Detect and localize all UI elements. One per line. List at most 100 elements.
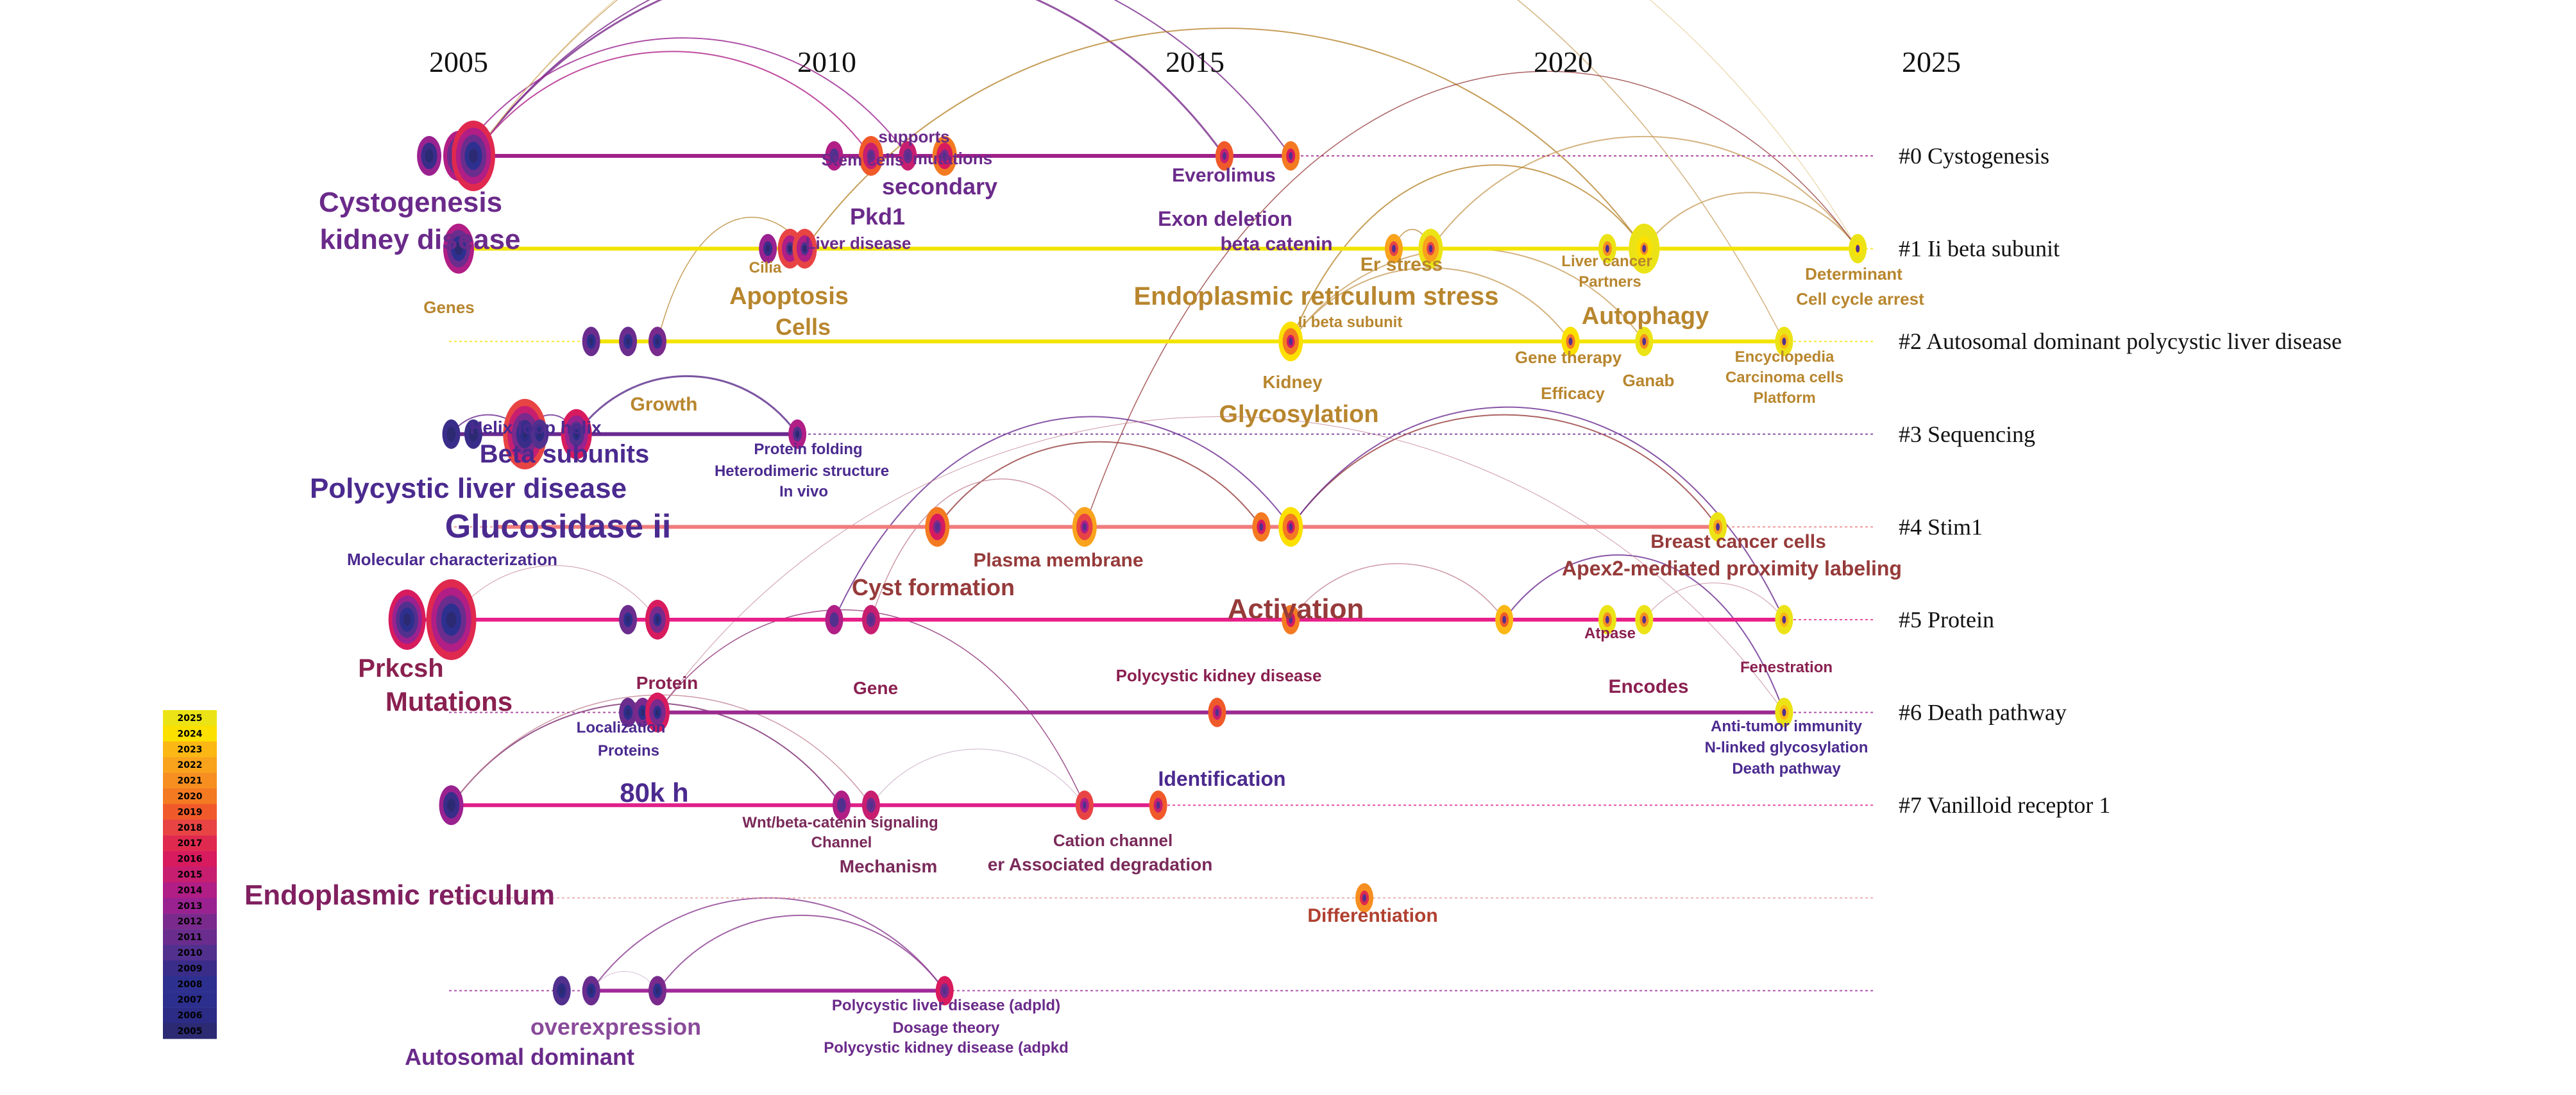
link-arc	[451, 565, 658, 620]
keyword-node[interactable]	[792, 228, 817, 269]
node-center	[1856, 244, 1860, 253]
link-arc	[870, 479, 1085, 620]
keyword-node[interactable]	[1208, 697, 1226, 727]
keyword-label: Growth	[631, 394, 698, 415]
keyword-node[interactable]	[932, 136, 957, 176]
keyword-node[interactable]	[1282, 605, 1300, 634]
cluster-label: #0 Cystogenesis	[1899, 143, 2049, 169]
keyword-node[interactable]	[1635, 327, 1654, 357]
keyword-node[interactable]	[648, 976, 666, 1006]
keyword-node[interactable]	[451, 121, 495, 191]
keyword-node[interactable]	[1495, 605, 1514, 634]
year-tick-label: 2005	[429, 46, 488, 78]
keyword-node[interactable]	[825, 605, 843, 634]
link-arc	[936, 441, 1262, 527]
keyword-node[interactable]	[442, 419, 461, 449]
keyword-node[interactable]	[417, 136, 442, 176]
keyword-node[interactable]	[861, 790, 880, 820]
keyword-label: Polycystic kidney disease	[1116, 666, 1322, 685]
keyword-node[interactable]	[788, 419, 807, 449]
keyword-node[interactable]	[1635, 605, 1654, 634]
year-tick-label: 2020	[1534, 46, 1593, 78]
keyword-node[interactable]	[561, 409, 592, 459]
keyword-label: Localization	[577, 719, 666, 736]
keyword-label: Protein	[636, 673, 698, 693]
keyword-label: Pkd1	[850, 203, 905, 230]
keyword-node[interactable]	[1775, 327, 1793, 357]
keyword-node[interactable]	[832, 790, 851, 820]
node-center	[906, 152, 910, 160]
link-arc	[1084, 71, 1858, 527]
keyword-node[interactable]	[1072, 507, 1097, 547]
keyword-node[interactable]	[1282, 141, 1300, 171]
keyword-node[interactable]	[1561, 327, 1580, 357]
keyword-node[interactable]	[619, 605, 638, 634]
keyword-node[interactable]	[1775, 605, 1793, 634]
keyword-node[interactable]	[825, 141, 843, 171]
node-center	[1642, 244, 1647, 253]
keyword-node[interactable]	[1418, 228, 1443, 269]
node-center	[449, 801, 453, 810]
link-arc	[1643, 582, 1784, 620]
keyword-node[interactable]	[443, 223, 474, 274]
legend-swatch	[163, 804, 217, 820]
keyword-label: Apex2-mediated proximity labeling	[1562, 557, 1902, 580]
link-arc	[657, 915, 945, 991]
keyword-node[interactable]	[1384, 233, 1403, 264]
keyword-node[interactable]	[645, 600, 670, 640]
keyword-node[interactable]	[935, 976, 954, 1006]
link-arc	[870, 749, 1085, 806]
node-center	[766, 244, 770, 253]
keyword-node[interactable]	[426, 579, 477, 660]
keyword-node[interactable]	[645, 692, 670, 733]
keyword-label: Autosomal dominant	[405, 1044, 634, 1070]
keyword-node[interactable]	[858, 136, 883, 176]
keyword-node[interactable]	[1252, 512, 1271, 542]
cluster-labels: #0 Cystogenesis #1 Ii beta subunit #2 Auto…	[1899, 143, 2342, 818]
keyword-node[interactable]	[619, 327, 638, 357]
keyword-node[interactable]	[648, 327, 666, 357]
node-center	[1502, 616, 1507, 624]
node-center	[1259, 523, 1264, 531]
legend-year-label: 2016	[178, 854, 203, 865]
keyword-node[interactable]	[619, 697, 638, 727]
node-center	[655, 987, 659, 995]
keyword-node[interactable]	[1849, 233, 1867, 264]
keyword-label: Ii beta subunit	[1298, 314, 1403, 331]
keyword-node[interactable]	[899, 141, 917, 171]
keyword-node[interactable]	[1629, 223, 1660, 274]
keyword-node[interactable]	[552, 976, 571, 1006]
keyword-node[interactable]	[388, 590, 426, 650]
keyword-node[interactable]	[439, 785, 464, 826]
keyword-node[interactable]	[1355, 883, 1374, 913]
keyword-label: Identification	[1158, 767, 1285, 790]
keyword-node[interactable]	[464, 419, 482, 449]
keyword-node[interactable]	[582, 976, 600, 1006]
keyword-node[interactable]	[861, 605, 880, 634]
node-center	[1289, 616, 1293, 624]
keyword-node[interactable]	[1278, 321, 1303, 362]
keyword-node[interactable]	[759, 233, 777, 264]
keyword-label: Encyclopedia	[1735, 348, 1835, 366]
keyword-node[interactable]	[1278, 507, 1303, 547]
keyword-node[interactable]	[1075, 790, 1094, 820]
node-center	[942, 152, 947, 160]
keyword-label: Polycystic liver disease (adpld)	[832, 997, 1060, 1014]
keyword-node[interactable]	[1149, 790, 1167, 820]
node-center	[839, 801, 843, 810]
keyword-node[interactable]	[1775, 697, 1793, 727]
keyword-node[interactable]	[1598, 605, 1616, 634]
keyword-label: Encodes	[1608, 676, 1688, 697]
keyword-node[interactable]	[1598, 233, 1616, 264]
keyword-node[interactable]	[1215, 141, 1233, 171]
keyword-label: 80k h	[620, 777, 688, 808]
keyword-label: beta catenin	[1220, 233, 1332, 255]
legend-swatch	[163, 992, 217, 1008]
keyword-node[interactable]	[925, 507, 950, 547]
legend-year-label: 2015	[178, 870, 203, 880]
keyword-node[interactable]	[582, 327, 600, 357]
keyword-node[interactable]	[530, 419, 549, 449]
keyword-node[interactable]	[1709, 512, 1727, 542]
keyword-node[interactable]	[503, 398, 547, 470]
cluster-label: #2 Autosomal dominant polycystic liver d…	[1899, 328, 2342, 354]
